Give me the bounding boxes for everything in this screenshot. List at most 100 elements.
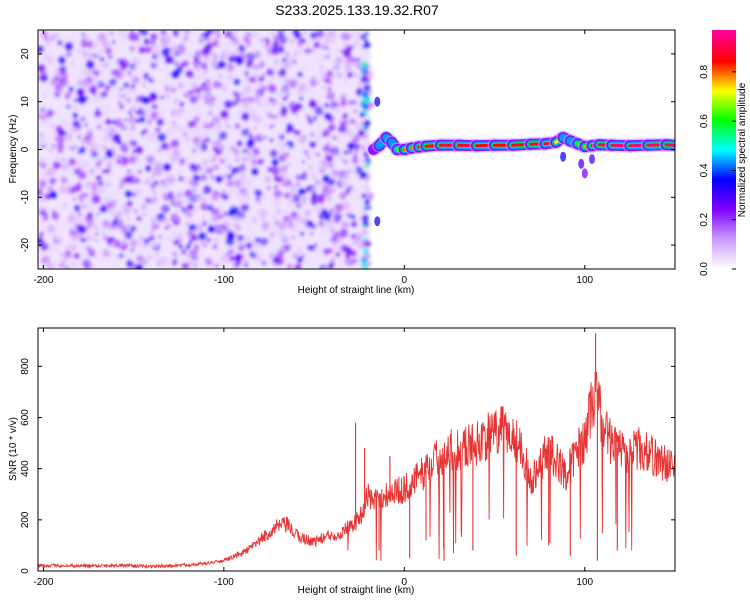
noise-speckle [73,168,80,175]
noise-speckle [92,140,96,144]
noise-speckle [262,73,266,77]
noise-speckle [324,214,331,221]
noise-speckle [160,257,169,265]
colorbar-step [712,73,736,77]
noise-speckle [284,250,288,254]
noise-speckle [302,160,306,164]
noise-speckle [227,248,235,255]
noise-speckle [148,30,156,34]
noise-speckle [275,60,279,64]
noise-speckle [104,84,111,92]
colorbar-step [712,195,736,198]
noise-speckle [143,72,150,79]
noise-speckle [157,148,162,153]
noise-speckle [314,130,322,138]
noise-speckle [231,105,236,111]
noise-speckle [249,156,253,160]
noise-speckle [84,181,93,189]
snr-series [38,333,675,569]
noise-speckle [230,109,236,115]
snr-panel: -200 -100 0 100 0 200 400 600 800 Height of str… [8,327,676,596]
noise-speckle [363,134,368,139]
noise-speckle [309,175,313,180]
noise-speckle [121,124,129,132]
noise-speckle [103,146,107,150]
noise-speckle [280,137,283,140]
noise-speckle [297,71,303,78]
noise-speckle [95,119,99,123]
noise-speckle [260,217,264,221]
noise-speckle [88,50,93,55]
noise-speckle [349,188,358,197]
noise-speckle [154,160,162,168]
noise-speckle [151,103,158,110]
noise-speckle [333,223,341,231]
noise-speckle [138,30,143,33]
colorbar-step [712,207,736,210]
noise-speckle [136,255,144,262]
noise-speckle [334,203,344,213]
noise-speckle [277,191,282,196]
noise-speckle [104,168,111,174]
noise-speckle [176,161,181,166]
noise-speckle [347,122,355,129]
noise-speckle [85,148,90,153]
noise-speckle [292,252,299,260]
noise-speckle [322,85,326,89]
noise-speckle [259,107,266,114]
noise-speckle [194,247,200,252]
colorbar-step [712,49,736,53]
noise-speckle [293,250,298,255]
noise-edge [362,248,369,255]
noise-speckle [241,112,250,121]
noise-speckle [247,120,252,125]
noise-speckle [157,82,164,89]
noise-speckle [110,142,119,152]
noise-speckle [181,158,185,162]
noise-speckle [234,171,241,177]
noise-speckle [309,141,317,149]
noise-speckle [105,47,112,55]
noise-speckle [47,186,54,193]
noise-speckle [269,231,275,238]
noise-speckle [242,62,247,68]
noise-speckle [270,149,278,158]
noise-speckle [295,45,301,51]
noise-speckle [292,129,298,135]
noise-speckle [365,240,372,248]
noise-speckle [244,225,254,234]
colorbar-step [712,209,736,212]
noise-speckle [127,91,137,101]
noise-speckle [286,123,290,128]
noise-speckle [170,231,175,236]
noise-speckle [119,104,124,110]
noise-speckle [81,244,87,250]
noise-speckle [179,61,186,68]
noise-speckle [271,120,274,124]
colorbar-step [712,265,736,268]
noise-speckle [64,64,74,74]
trace-blob [581,168,588,179]
noise-speckle [157,118,164,125]
colorbar-step [712,155,736,159]
noise-speckle [105,35,109,39]
noise-speckle [353,138,357,142]
noise-speckle [181,206,188,213]
noise-speckle [366,51,374,59]
noise-speckle [220,109,229,119]
noise-speckle [331,75,335,78]
noise-speckle [119,30,129,39]
noise-speckle [196,223,204,232]
noise-speckle [320,65,323,68]
noise-speckle [154,114,158,118]
noise-speckle [116,51,124,60]
colorbar-step [712,247,736,250]
noise-speckle [262,40,267,46]
noise-speckle [220,172,225,177]
noise-edge [364,31,369,36]
noise-speckle [199,137,203,142]
noise-speckle [40,197,49,206]
noise-speckle [195,148,201,154]
colorbar-step [712,65,736,69]
noise-speckle [152,196,158,202]
